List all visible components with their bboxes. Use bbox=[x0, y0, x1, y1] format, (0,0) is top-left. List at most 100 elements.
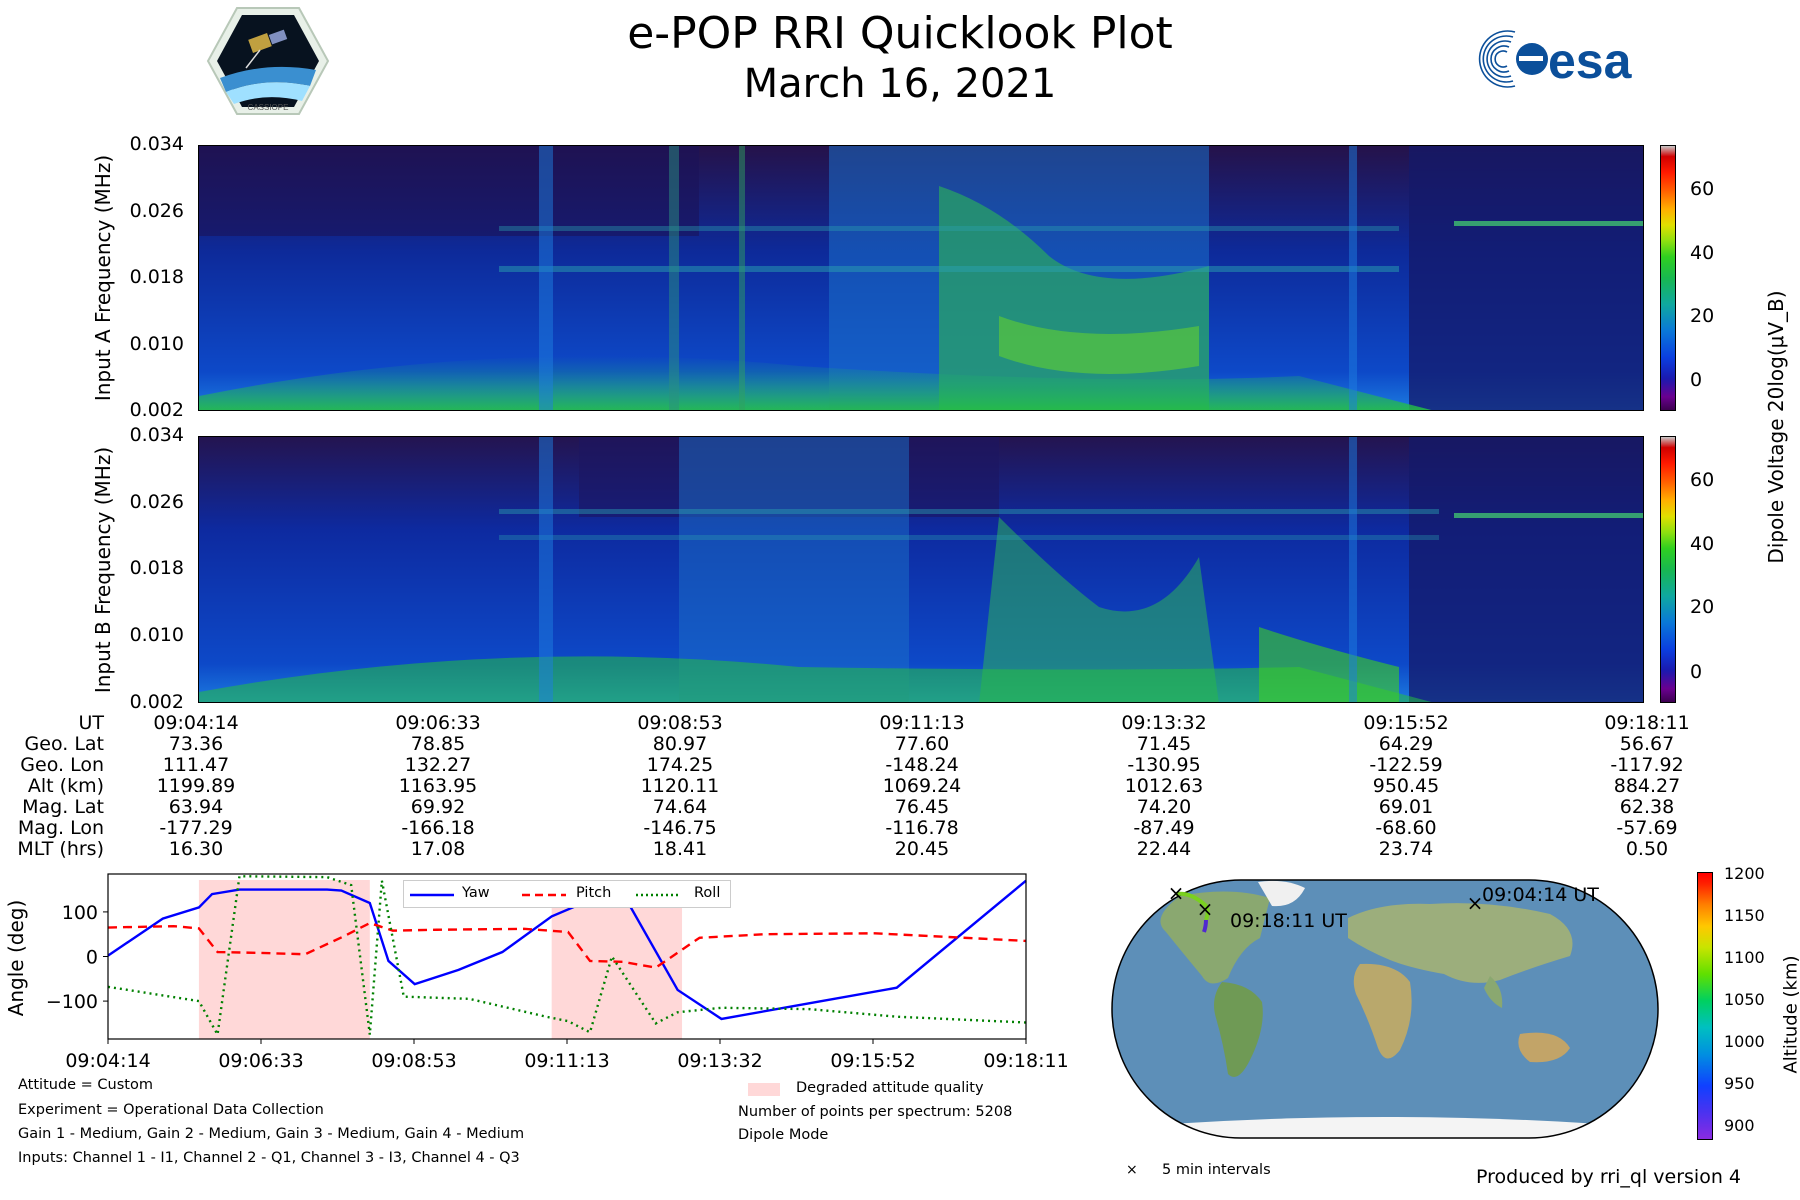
legend-pitch-label: Pitch bbox=[576, 885, 612, 901]
attitude-ytick-label: 0 bbox=[86, 947, 98, 969]
eph-label-maglat: Mag. Lat bbox=[22, 796, 104, 818]
map-frame bbox=[1111, 879, 1659, 1139]
eph-label-maglon: Mag. Lon bbox=[17, 817, 104, 839]
legend-roll-label: Roll bbox=[694, 885, 721, 901]
eph-cell: 09:15:52 bbox=[1363, 712, 1449, 734]
colorbar-label-dipole-voltage: Dipole Voltage 20log(μV_B) bbox=[1764, 277, 1788, 577]
attitude-xtick-label: 09:08:53 bbox=[371, 1050, 456, 1072]
esa-logo-text: esa bbox=[1548, 33, 1633, 89]
eph-cell: 132.27 bbox=[404, 754, 472, 776]
ytick-a-4: 0.002 bbox=[129, 399, 184, 421]
eph-cell: -166.18 bbox=[401, 817, 475, 839]
series-roll-line bbox=[107, 875, 1027, 1039]
eph-cell: 16.30 bbox=[168, 838, 224, 860]
orbit-marker-end-cross: × bbox=[1197, 897, 1214, 921]
eph-cell: 64.29 bbox=[1378, 733, 1434, 755]
ytick-b-4: 0.002 bbox=[129, 691, 184, 713]
ylabel-input-a: Input A Frequency (MHz) bbox=[91, 154, 115, 402]
attitude-legend: Yaw Pitch Roll bbox=[403, 880, 731, 908]
eph-cell: 78.85 bbox=[410, 733, 466, 755]
eph-cell: 950.45 bbox=[1372, 775, 1440, 797]
footer-attitude: Attitude = Custom bbox=[18, 1077, 153, 1093]
cassiope-logo: CASSIOPE bbox=[206, 6, 330, 116]
cassiope-logo-text: CASSIOPE bbox=[248, 103, 289, 112]
ytick-b-2: 0.018 bbox=[129, 557, 184, 579]
series-pitch-line bbox=[107, 921, 1027, 969]
ytick-b-1: 0.026 bbox=[129, 491, 184, 513]
eph-cell: 74.64 bbox=[652, 796, 708, 818]
footer-mode: Dipole Mode bbox=[738, 1127, 829, 1143]
eph-cell: 20.45 bbox=[894, 838, 950, 860]
attitude-xtick-label: 09:04:14 bbox=[65, 1050, 150, 1072]
legend-marker-cross-icon: × bbox=[1126, 1162, 1138, 1178]
spectrogram-input-a bbox=[198, 145, 1644, 411]
eph-cell: 09:08:53 bbox=[637, 712, 723, 734]
ytick-b-0: 0.034 bbox=[129, 424, 184, 446]
colorbar-a bbox=[1660, 145, 1676, 411]
altitude-cb-tick-1200: 1200 bbox=[1724, 864, 1765, 883]
ylabel-attitude: Angle (deg) bbox=[4, 899, 28, 1017]
eph-cell: 77.60 bbox=[894, 733, 950, 755]
esa-logo: esa bbox=[1470, 24, 1690, 94]
eph-cell: 69.01 bbox=[1378, 796, 1434, 818]
map-start-label: 09:04:14 UT bbox=[1482, 884, 1599, 906]
cbtick-b-40: 40 bbox=[1690, 533, 1715, 555]
altitude-cb-tick-1000: 1000 bbox=[1724, 1032, 1765, 1051]
footer-5min-label: 5 min intervals bbox=[1162, 1162, 1271, 1178]
attitude-xtick-label: 09:15:52 bbox=[830, 1050, 915, 1072]
ytick-a-0: 0.034 bbox=[129, 133, 184, 155]
eph-label-geolon: Geo. Lon bbox=[20, 754, 104, 776]
altitude-cb-tick-950: 950 bbox=[1724, 1074, 1755, 1093]
eph-cell: 1163.95 bbox=[398, 775, 478, 797]
plot-date: March 16, 2021 bbox=[743, 61, 1057, 107]
eph-label-mlt: MLT (hrs) bbox=[17, 838, 104, 860]
footer-inputs: Inputs: Channel 1 - I1, Channel 2 - Q1, … bbox=[18, 1150, 520, 1166]
eph-label-geolat: Geo. Lat bbox=[24, 733, 104, 755]
eph-cell: 0.50 bbox=[1625, 838, 1669, 860]
eph-cell: 63.94 bbox=[168, 796, 224, 818]
cbtick-a-20: 20 bbox=[1690, 305, 1715, 327]
eph-cell: 22.44 bbox=[1136, 838, 1192, 860]
eph-cell: 1199.89 bbox=[156, 775, 236, 797]
cbtick-b-20: 20 bbox=[1690, 596, 1715, 618]
eph-cell: 09:11:13 bbox=[879, 712, 965, 734]
eph-cell: 62.38 bbox=[1619, 796, 1675, 818]
eph-cell: 1069.24 bbox=[882, 775, 962, 797]
attitude-ytick-label: −100 bbox=[46, 991, 98, 1013]
legend-yaw-label: Yaw bbox=[462, 885, 490, 901]
ephemeris-column-1: 09:06:33 78.85 132.27 1163.95 69.92 -166… bbox=[368, 714, 508, 861]
altitude-colorbar bbox=[1697, 872, 1713, 1140]
degraded-swatch bbox=[748, 1083, 780, 1096]
ytick-a-1: 0.026 bbox=[129, 200, 184, 222]
eph-cell: 71.45 bbox=[1136, 733, 1192, 755]
ephemeris-column-2: 09:08:53 80.97 174.25 1120.11 74.64 -146… bbox=[610, 714, 750, 861]
footer-gains: Gain 1 - Medium, Gain 2 - Medium, Gain 3… bbox=[18, 1126, 525, 1142]
colorbar-label-text: Dipole Voltage 20log(μV_B) bbox=[1764, 290, 1788, 564]
eph-cell: -146.75 bbox=[643, 817, 717, 839]
cbtick-b-60: 60 bbox=[1690, 469, 1715, 491]
eph-cell: -130.95 bbox=[1127, 754, 1201, 776]
altitude-colorbar-label: Altitude (km) bbox=[1780, 955, 1800, 1074]
ephemeris-column-5: 09:15:52 64.29 -122.59 950.45 69.01 -68.… bbox=[1336, 714, 1476, 861]
footer-points: Number of points per spectrum: 5208 bbox=[738, 1104, 1013, 1120]
ytick-a-2: 0.018 bbox=[129, 266, 184, 288]
eph-cell: 174.25 bbox=[646, 754, 714, 776]
spectrogram-input-b bbox=[198, 436, 1644, 703]
eph-cell: 56.67 bbox=[1619, 733, 1675, 755]
degraded-span-0 bbox=[198, 880, 370, 1039]
eph-cell: 111.47 bbox=[162, 754, 230, 776]
altitude-cb-tick-1100: 1100 bbox=[1724, 948, 1765, 967]
eph-cell: -177.29 bbox=[159, 817, 233, 839]
footer-degraded-label: Degraded attitude quality bbox=[796, 1080, 984, 1096]
ylabel-input-b: Input B Frequency (MHz) bbox=[91, 446, 115, 694]
colorbar-b bbox=[1660, 436, 1676, 703]
ephemeris-column-4: 09:13:32 71.45 -130.95 1012.63 74.20 -87… bbox=[1094, 714, 1234, 861]
eph-cell: 1012.63 bbox=[1124, 775, 1204, 797]
eph-cell: 884.27 bbox=[1613, 775, 1681, 797]
eph-label-ut: UT bbox=[78, 712, 104, 734]
eph-cell: -68.60 bbox=[1375, 817, 1437, 839]
footer-produced-by: Produced by rri_ql version 4 bbox=[1476, 1166, 1741, 1188]
eph-cell: 73.36 bbox=[168, 733, 224, 755]
attitude-xtick-label: 09:18:11 bbox=[983, 1050, 1068, 1072]
eph-cell: -57.69 bbox=[1616, 817, 1678, 839]
